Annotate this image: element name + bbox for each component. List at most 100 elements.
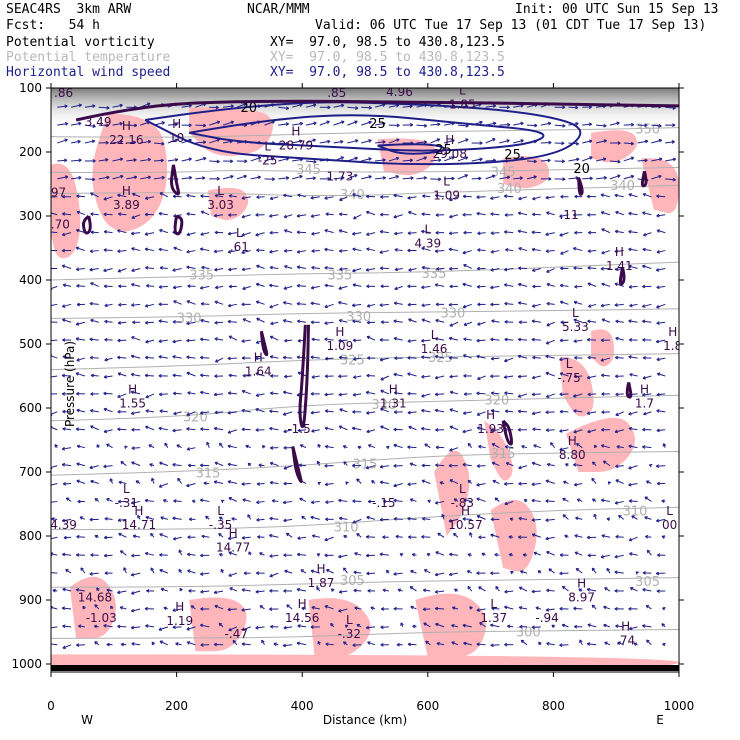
theta-label-315-0: 315: [196, 466, 221, 481]
header-init: Init: 00 UTC Sun 15 Sep 13: [515, 2, 719, 17]
wind-vector-shaft: [582, 123, 592, 126]
wind-vector-shaft: [131, 303, 141, 306]
wind-vector-shaft: [477, 249, 486, 252]
wind-vector-head: [76, 210, 80, 215]
wind-vector-476: [407, 284, 417, 289]
wind-vector-506: [200, 302, 210, 306]
wind-vector-639: [172, 355, 182, 359]
wind-vector-shaft: [145, 374, 155, 377]
wind-vector-head: [630, 122, 635, 127]
wind-vector-head: [559, 357, 563, 362]
wind-vector-483: [503, 283, 514, 287]
wind-vector-521: [407, 302, 417, 307]
wind-vector-shaft: [333, 177, 345, 180]
wind-vector-490: [601, 282, 611, 287]
wind-vector-head: [119, 139, 123, 144]
wind-vector-473: [366, 284, 376, 289]
wind-vector-178: [651, 157, 663, 162]
wind-vector-head: [132, 192, 136, 197]
x-tick-label-200: 200: [165, 699, 188, 713]
wind-vector-108: [305, 138, 316, 144]
wind-vector-590: [117, 338, 127, 343]
wind-vector-head: [656, 285, 660, 290]
wind-vector-head: [352, 283, 356, 287]
wind-vector-shaft: [573, 319, 583, 323]
wind-vector-shaft: [490, 267, 500, 271]
wind-vector-shaft: [656, 285, 666, 289]
wind-vector-head: [117, 338, 121, 343]
wind-vector-head: [120, 174, 124, 179]
wind-vector-shaft: [158, 212, 168, 216]
wind-vector-shaft: [76, 409, 86, 413]
wind-vector-head: [145, 409, 149, 413]
wind-vector-head: [228, 194, 233, 198]
wind-vector-head: [588, 230, 592, 235]
wind-vector-467: [283, 285, 293, 290]
wind-vector-701: [407, 372, 417, 377]
wind-vector-514: [310, 301, 320, 306]
wind-vector-shaft: [601, 283, 611, 287]
wind-vector-head: [119, 157, 124, 162]
wind-vector-head: [601, 228, 605, 232]
wind-vector-head: [531, 247, 536, 252]
x-tick-label-800: 800: [542, 699, 565, 713]
wind-vector-shaft: [118, 303, 127, 306]
wind-vector-402: [628, 247, 638, 252]
wind-vector-461: [199, 285, 210, 290]
wind-vector-head: [490, 337, 494, 342]
theta-label-335-0: 335: [189, 269, 214, 284]
wind-vector-head: [243, 102, 247, 107]
wind-vector-shaft: [643, 232, 652, 236]
wind-vector-head: [227, 231, 232, 236]
wind-vector-shaft: [615, 320, 624, 323]
wind-vector-shaft: [657, 373, 666, 377]
wind-vector-84: [596, 123, 607, 128]
wind-vector-head: [172, 285, 177, 290]
wind-vector-head: [159, 228, 163, 233]
extremum-type: H: [128, 383, 137, 397]
wind-vector-head: [199, 337, 204, 342]
wind-vector-head: [434, 283, 439, 287]
wind-vector-623: [573, 339, 583, 343]
wind-vector-head: [656, 250, 660, 254]
wind-vector-head: [642, 392, 646, 397]
wind-vector-730: [187, 391, 196, 395]
wind-vector-655: [394, 356, 403, 361]
wind-vector-shaft: [297, 285, 307, 287]
wind-vector-458: [158, 285, 168, 289]
wind-vector-head: [105, 158, 109, 162]
wind-vector-773: [159, 409, 168, 413]
wind-vector-shaft: [393, 194, 403, 198]
wind-vector-144: [181, 157, 192, 162]
wind-vector-head: [186, 232, 190, 237]
wind-vector-head: [490, 356, 495, 361]
wind-vector-head: [172, 355, 176, 359]
wind-vector-head: [380, 284, 384, 289]
wind-vector-head: [615, 267, 619, 272]
field-label-pv: Potential vorticity: [6, 35, 155, 50]
wind-vector-head: [449, 374, 453, 379]
wind-vector-235: [186, 193, 196, 198]
wind-vector-shaft: [499, 139, 510, 144]
wind-vector-451: [62, 283, 72, 288]
wind-vector-204: [388, 175, 399, 180]
wind-vector-head: [90, 318, 94, 323]
wind-vector-433: [436, 267, 445, 271]
wind-vector-shaft: [297, 194, 307, 198]
wind-vector-shaft: [339, 267, 348, 270]
theta-label-340-1: 340: [497, 182, 522, 197]
wind-vector-shaft: [84, 140, 95, 144]
wind-vector-head: [230, 104, 234, 108]
wind-vector-head: [64, 175, 69, 179]
wind-vector-shaft: [324, 338, 334, 341]
wind-vector-242: [283, 193, 293, 198]
wind-vector-765: [51, 411, 58, 416]
wind-vector-shaft: [292, 158, 303, 162]
wind-vector-328: [227, 231, 237, 236]
wind-vector-head: [92, 104, 96, 108]
wind-vector-267: [628, 193, 638, 198]
wind-vector-384: [379, 250, 389, 254]
wind-vector-177: [637, 158, 648, 163]
wind-vector-shaft: [186, 300, 196, 305]
wind-vector-head: [393, 301, 398, 306]
